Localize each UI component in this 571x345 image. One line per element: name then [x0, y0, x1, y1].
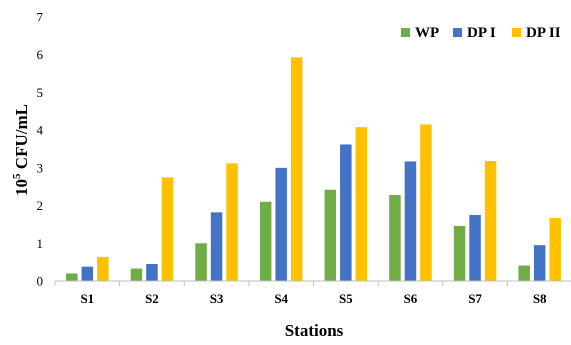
bar-dp-ii-s5 [355, 127, 368, 281]
bar-wp-s4 [259, 201, 272, 281]
bar-wp-s5 [324, 189, 337, 281]
bar-dp-ii-s2 [161, 177, 174, 281]
legend-item: DP I [453, 25, 496, 41]
y-tick-label: 2 [37, 198, 44, 213]
bar-dp-ii-s6 [420, 124, 432, 281]
y-tick-label: 0 [37, 274, 44, 289]
y-axis-title-exponent: 5 [11, 173, 23, 179]
bar-dp-i-s8 [533, 245, 546, 281]
bar-dp-i-s2 [146, 264, 158, 281]
legend-swatch [401, 28, 410, 37]
y-tick-label: 3 [37, 160, 44, 175]
legend-item: WP [401, 25, 439, 41]
x-tick-label: S7 [468, 291, 482, 306]
bars [66, 57, 561, 282]
y-tick-label: 7 [37, 10, 44, 25]
x-axis-title: Stations [285, 321, 344, 340]
bar-dp-i-s4 [275, 167, 287, 281]
legend-swatch [453, 28, 462, 37]
legend-item: DP II [512, 25, 561, 41]
bar-dp-i-s3 [210, 212, 223, 281]
x-tick-label: S3 [210, 291, 224, 306]
x-tick-label: S2 [145, 291, 159, 306]
legend-label: WP [415, 25, 439, 41]
bar-dp-i-s6 [404, 161, 417, 281]
legend-label: DP II [526, 25, 561, 41]
bar-dp-ii-s1 [97, 256, 109, 281]
x-tick-label: S4 [274, 291, 288, 306]
bar-dp-i-s7 [469, 215, 481, 281]
y-axis-title-base: 10 [12, 179, 31, 196]
legend: WP DP I DP II [401, 25, 561, 41]
bar-wp-s8 [518, 265, 530, 281]
bar-wp-s3 [195, 243, 207, 281]
bar-dp-ii-s7 [484, 161, 497, 281]
x-tick-label: S1 [80, 291, 94, 306]
legend-swatch [512, 28, 521, 37]
x-axis-ticks: S1 S2 S3 S4 S5 S6 S7 S8 [54, 281, 547, 306]
legend-label: DP I [467, 25, 496, 41]
y-tick-label: 4 [37, 123, 44, 138]
bar-dp-ii-s8 [549, 218, 561, 281]
x-tick-label: S6 [404, 291, 418, 306]
x-tick-label: S8 [533, 291, 547, 306]
bar-dp-ii-s3 [226, 163, 238, 281]
y-tick-label: 5 [37, 85, 44, 100]
bar-dp-i-s5 [340, 144, 352, 281]
bar-wp-s1 [66, 273, 78, 281]
y-axis-title-unit: CFU/mL [12, 104, 31, 173]
bar-wp-s7 [453, 225, 466, 281]
bar-dp-ii-s4 [290, 57, 303, 282]
y-axis-title: 105 CFU/mL [11, 104, 31, 196]
bar-dp-i-s1 [81, 266, 94, 281]
y-tick-label: 6 [37, 47, 44, 62]
y-tick-label: 1 [37, 236, 44, 251]
bar-wp-s6 [389, 195, 401, 281]
y-axis-ticks: 0 1 2 3 4 5 6 7 [37, 10, 44, 289]
x-tick-label: S5 [339, 291, 353, 306]
bar-wp-s2 [130, 268, 143, 281]
